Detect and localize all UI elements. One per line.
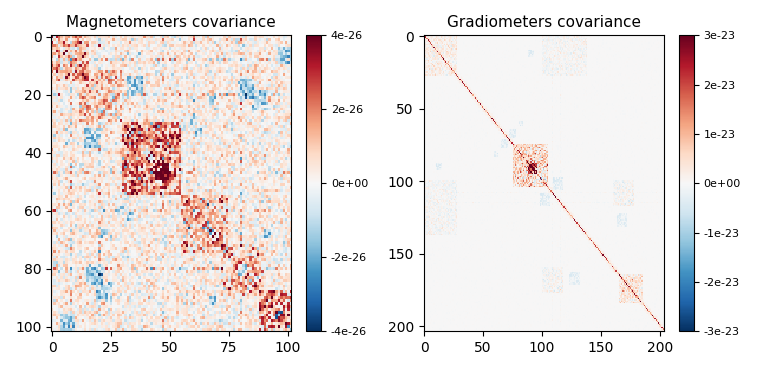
Title: Gradiometers covariance: Gradiometers covariance (447, 15, 641, 30)
Title: Magnetometers covariance: Magnetometers covariance (66, 15, 276, 30)
